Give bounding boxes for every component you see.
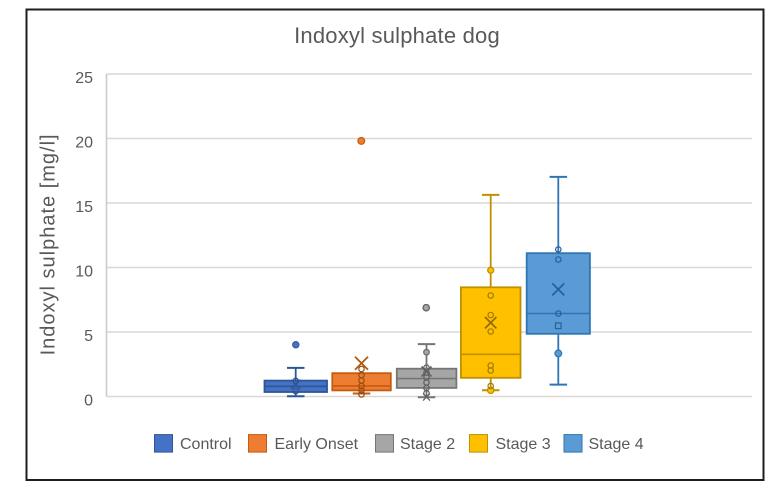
svg-text:Indoxyl sulphate dog: Indoxyl sulphate dog — [294, 23, 500, 48]
svg-text:0: 0 — [84, 393, 93, 410]
svg-text:10: 10 — [75, 264, 93, 281]
svg-text:15: 15 — [75, 199, 93, 216]
svg-text:Control: Control — [180, 436, 232, 453]
svg-text:5: 5 — [84, 328, 93, 345]
svg-text:Stage 2: Stage 2 — [400, 436, 455, 453]
svg-text:Stage 3: Stage 3 — [496, 436, 551, 453]
svg-text:25: 25 — [75, 70, 93, 87]
svg-text:Indoxyl sulphate [mg/l]: Indoxyl sulphate [mg/l] — [38, 133, 60, 355]
svg-text:20: 20 — [75, 135, 93, 152]
svg-text:Early Onset: Early Onset — [275, 436, 359, 453]
svg-text:Stage 4: Stage 4 — [589, 436, 644, 453]
